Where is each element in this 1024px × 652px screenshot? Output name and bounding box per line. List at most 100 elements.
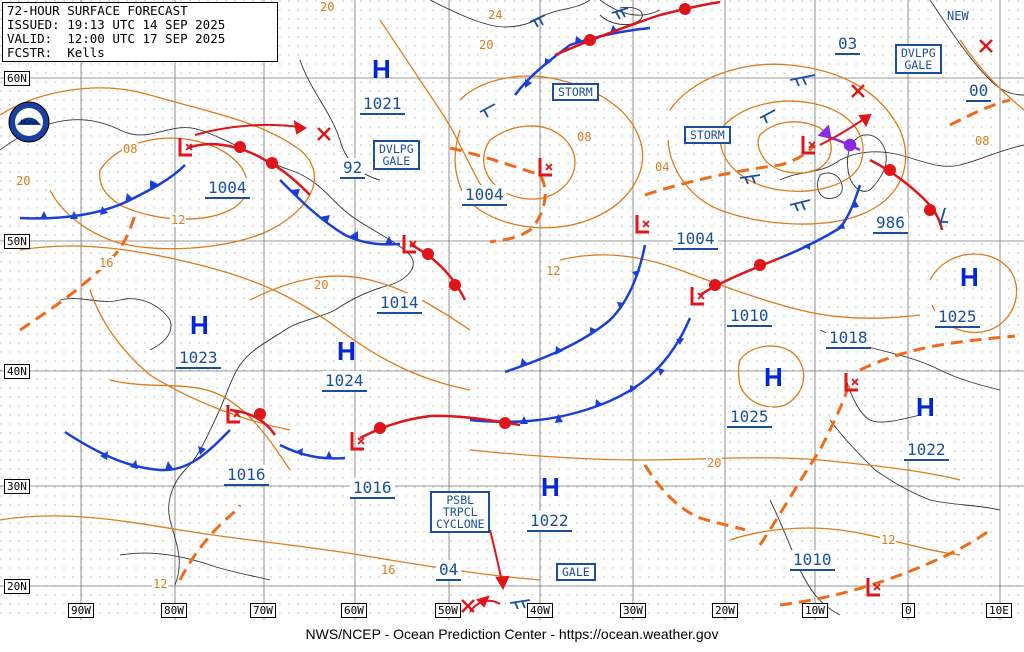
lat-label: 20N xyxy=(4,579,30,594)
isobar xyxy=(959,39,1024,111)
isobar-label: 20 xyxy=(478,38,495,52)
lon-label: 40W xyxy=(527,603,553,618)
isobar xyxy=(0,87,316,250)
high-symbol: H xyxy=(541,472,560,502)
forecast-header: 72-HOUR SURFACE FORECAST ISSUED: 19:13 U… xyxy=(2,2,278,62)
warm-front xyxy=(554,0,721,57)
pressure-value: 04 xyxy=(436,560,462,581)
low-symbol xyxy=(844,373,858,392)
isobar-label: 12 xyxy=(152,577,169,591)
isobar xyxy=(454,75,644,229)
header-valid: VALID: 12:00 UTC 17 SEP 2025 xyxy=(7,31,226,46)
x-mark xyxy=(851,84,865,98)
isobar-label: 12 xyxy=(545,264,562,278)
storm-warning: STORM xyxy=(684,126,731,144)
high-pressure-value: 1025 xyxy=(727,407,772,428)
lon-label: 10W xyxy=(802,603,828,618)
high-symbol: H xyxy=(960,262,979,292)
isobar xyxy=(99,137,248,220)
header-title: 72-HOUR SURFACE FORECAST xyxy=(7,3,188,18)
noaa-logo: NOAA xyxy=(8,101,50,143)
low-symbol xyxy=(538,158,552,177)
pressure-value: 03 xyxy=(835,34,861,55)
developing-gale-warning: DVLPG GALE xyxy=(895,44,942,74)
low-pressure-value: 1004 xyxy=(673,229,718,250)
low-symbols xyxy=(178,136,880,597)
warm-front xyxy=(699,256,781,297)
cold-front-barbs xyxy=(40,25,859,470)
low-symbol xyxy=(866,578,880,597)
trough-line xyxy=(178,504,242,581)
low-symbol xyxy=(690,287,704,306)
lat-label: 60N xyxy=(4,71,30,86)
isobar xyxy=(757,121,832,174)
developing-gale-warning: DVLPG GALE xyxy=(373,140,420,170)
isobar xyxy=(379,19,491,201)
isobar-label: 08 xyxy=(974,134,991,148)
lon-label: 70W xyxy=(250,603,276,618)
trough-line xyxy=(643,464,746,532)
low-symbol xyxy=(350,432,364,451)
greenland-coast xyxy=(429,0,661,28)
low-pressure-value: 1016 xyxy=(350,478,395,499)
lon-label: 0 xyxy=(902,603,915,618)
trough-line xyxy=(779,528,991,607)
warm-front-bumps xyxy=(234,3,936,434)
iceland-coast xyxy=(599,6,643,26)
isobar xyxy=(719,100,864,192)
lon-label: 30W xyxy=(620,603,646,618)
lon-label: 50W xyxy=(435,603,461,618)
high-pressure-value: 1023 xyxy=(176,348,221,369)
trough-line xyxy=(758,379,852,546)
high-symbol: H xyxy=(372,54,391,84)
new-label: NEW xyxy=(947,9,969,23)
isobar-label: 16 xyxy=(380,563,397,577)
gale-warning: GALE xyxy=(556,563,596,581)
pressure-value: 92 xyxy=(340,158,366,179)
isobar xyxy=(89,289,291,431)
isobar-label: 08 xyxy=(576,130,593,144)
tropical-cyclone-warning: PSBL TRPCL CYCLONE xyxy=(430,491,491,533)
warm-front xyxy=(409,242,467,301)
lat-label: 40N xyxy=(4,364,30,379)
high-pressure-value: 1021 xyxy=(360,94,405,115)
low-symbol xyxy=(635,215,649,234)
high-symbol: H xyxy=(190,310,209,340)
high-pressure-value: 1022 xyxy=(527,511,572,532)
trough-line xyxy=(949,98,1011,127)
high-symbol: H xyxy=(337,336,356,366)
cuba-coast xyxy=(119,552,271,581)
cold-front xyxy=(504,244,647,374)
isobar xyxy=(483,125,576,200)
isobar xyxy=(559,254,921,319)
lat-label: 50N xyxy=(4,234,30,249)
isobar-label: 12 xyxy=(880,533,897,547)
isobar xyxy=(737,345,805,408)
low-pressure-value: 1010 xyxy=(790,550,835,571)
isobar-label: 08 xyxy=(122,142,139,156)
low-pressure-value: 1016 xyxy=(224,465,269,486)
trough-line xyxy=(19,214,137,332)
isobar-label: 20 xyxy=(319,0,336,14)
isobar xyxy=(109,379,291,471)
low-symbol xyxy=(801,136,815,155)
isobar-label: 12 xyxy=(170,213,187,227)
lon-label: 20W xyxy=(712,603,738,618)
low-pressure-value: 1010 xyxy=(727,306,772,327)
high-pressure-value: 1022 xyxy=(904,440,949,461)
high-pressure-value: 1025 xyxy=(935,307,980,328)
trough-line xyxy=(859,334,1016,372)
x-mark xyxy=(979,39,993,53)
isobar xyxy=(667,63,907,225)
x-mark xyxy=(317,127,331,141)
low-pressure-value: 1018 xyxy=(826,328,871,349)
high-symbol: H xyxy=(916,392,935,422)
low-x-marks xyxy=(185,141,881,591)
isobar-label: 20 xyxy=(313,278,330,292)
storm-warning: STORM xyxy=(552,83,599,101)
lon-label: 10E xyxy=(986,603,1012,618)
lon-label: 80W xyxy=(161,603,187,618)
isobar-label: 20 xyxy=(706,456,723,470)
header-forecaster: FCSTR: Kells xyxy=(7,45,105,60)
low-pressure-value: 1004 xyxy=(462,185,507,206)
